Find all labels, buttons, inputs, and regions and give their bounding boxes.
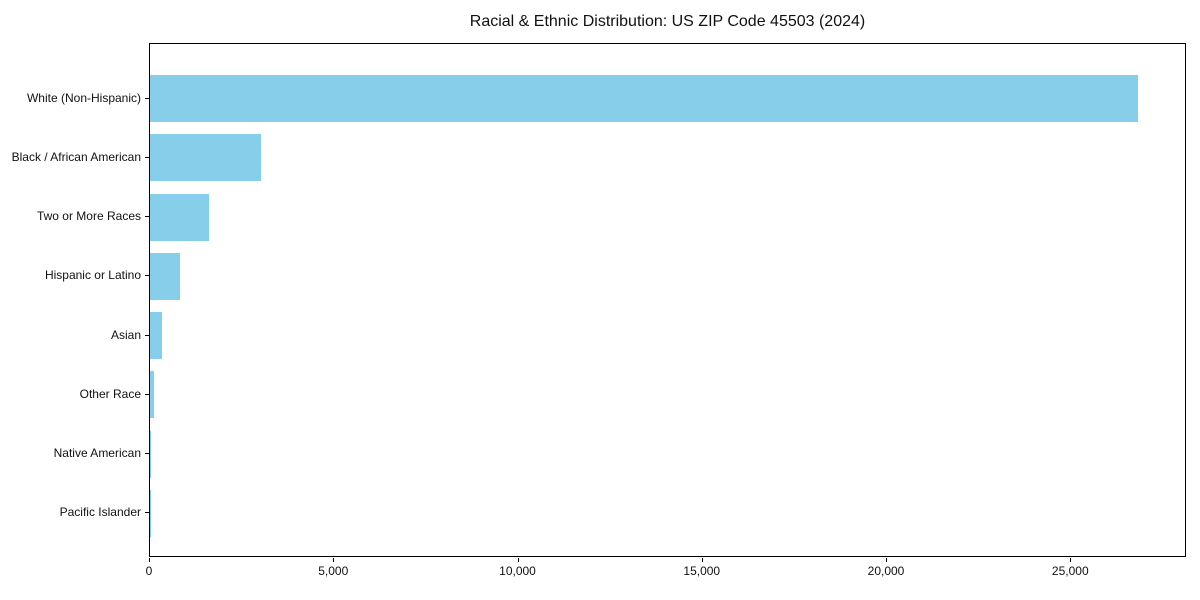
x-tick <box>333 558 335 562</box>
y-tick <box>145 453 149 455</box>
category-label: Pacific Islander <box>59 505 141 520</box>
x-tick-label: 25,000 <box>1051 564 1089 578</box>
x-tick-label: 5,000 <box>318 564 349 578</box>
y-tick <box>145 216 149 218</box>
y-tick <box>145 334 149 336</box>
y-tick <box>145 512 149 514</box>
x-tick <box>149 558 150 562</box>
x-tick <box>886 558 888 562</box>
bar <box>150 252 181 300</box>
x-tick-label: 10,000 <box>499 564 536 578</box>
y-tick <box>145 393 149 395</box>
x-tick-label: 20,000 <box>867 564 905 578</box>
category-label: Native American <box>53 446 141 461</box>
chart-title: Racial & Ethnic Distribution: US ZIP Cod… <box>469 13 866 30</box>
y-tick <box>145 97 149 99</box>
bar <box>150 134 261 182</box>
x-tick <box>517 558 519 562</box>
bar <box>150 193 209 241</box>
category-label: Other Race <box>79 386 141 401</box>
category-label: White (Non-Hispanic) <box>26 90 141 105</box>
x-tick <box>701 558 703 562</box>
x-tick <box>1070 558 1072 562</box>
category-label: Hispanic or Latino <box>44 268 141 283</box>
y-tick <box>145 275 149 277</box>
bar <box>150 371 155 419</box>
category-label: Black / African American <box>11 149 141 164</box>
x-tick-label: 0 <box>145 564 153 578</box>
bar <box>150 312 163 360</box>
bar <box>150 430 152 478</box>
plot-area <box>149 43 1186 557</box>
category-label: Asian <box>110 327 141 342</box>
y-tick <box>145 156 149 158</box>
x-tick-label: 15,000 <box>683 564 721 578</box>
category-label: Two or More Races <box>36 209 141 224</box>
bar <box>150 75 1138 123</box>
